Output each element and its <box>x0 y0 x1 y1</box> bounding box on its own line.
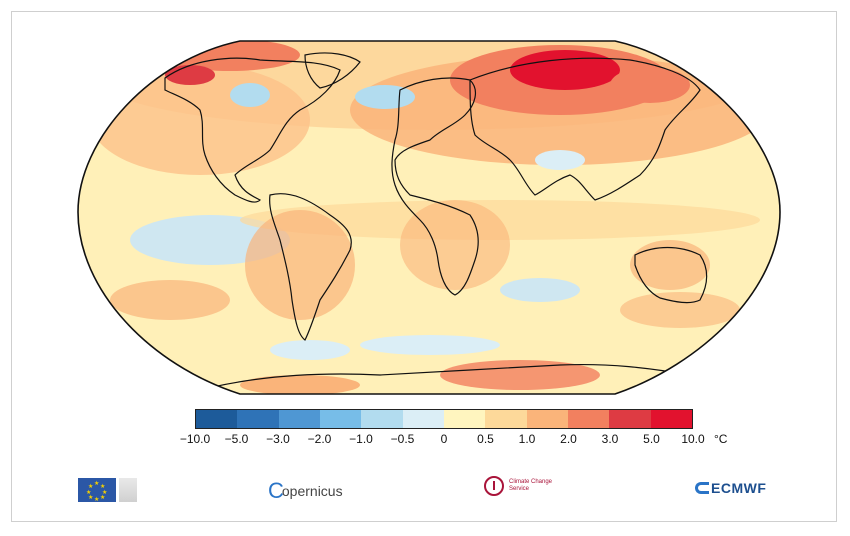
antarctica-coast <box>199 363 691 391</box>
colorbar <box>195 409 693 429</box>
colorbar-tick-label: 3.0 <box>601 432 619 446</box>
copernicus-mark: C <box>268 478 284 503</box>
colorbar-tick-label: 10.0 <box>681 432 705 446</box>
colorbar-tick-label: −10.0 <box>179 432 211 446</box>
colorbar-tick-label: 1.0 <box>518 432 536 446</box>
asia-coast <box>469 57 701 201</box>
colorbar-unit: °C <box>714 432 728 446</box>
south-america-coast <box>269 193 352 341</box>
colorbar-segment <box>319 410 362 428</box>
colorbar-tick-label: −3.0 <box>266 432 290 446</box>
europe-africa-coast <box>391 77 479 296</box>
colorbar-segment <box>361 410 403 428</box>
colorbar-segment <box>485 410 527 428</box>
colorbar-tick-label: 0 <box>440 432 448 446</box>
colorbar-tick-label: −1.0 <box>349 432 373 446</box>
colorbar-segment <box>278 410 320 428</box>
colorbar-tick-label: −2.0 <box>307 432 332 446</box>
ecmwf-wordmark: ECMWF <box>711 480 767 496</box>
north-america-coast <box>164 57 341 203</box>
ecmwf-logo: ECMWF <box>695 480 766 496</box>
colorbar-tick-label: −5.0 <box>224 432 249 446</box>
colorbar-segment <box>650 410 692 428</box>
eu-flag-icon: ★ ★ ★ ★ ★ ★ ★ ★ <box>78 478 116 503</box>
coastlines <box>164 52 708 391</box>
anomaly-field <box>78 41 780 394</box>
eu-sub-mark <box>119 478 137 502</box>
colorbar-segment <box>196 410 238 428</box>
map-outline <box>77 40 781 395</box>
colorbar-tick-label: −0.5 <box>390 432 415 446</box>
colorbar-segment <box>609 410 651 428</box>
colorbar-tick-label: 0.5 <box>477 432 494 446</box>
colorbar-segment <box>237 410 279 428</box>
colorbar-segment <box>443 410 486 428</box>
c3s-thermometer-icon <box>484 476 504 496</box>
colorbar-segment <box>526 410 568 428</box>
colorbar-segment <box>402 410 444 428</box>
australia-coast <box>634 246 708 304</box>
colorbar-segment <box>567 410 610 428</box>
ecmwf-mark-icon <box>695 482 709 494</box>
greenland-coast <box>304 52 361 89</box>
colorbar-tick-label: 5.0 <box>643 432 660 446</box>
eu-logo: ★ ★ ★ ★ ★ ★ ★ ★ <box>78 478 137 503</box>
copernicus-wordmark: opernicus <box>281 483 343 499</box>
colorbar-tick-label: 2.0 <box>560 432 577 446</box>
colorbar-ticks: −10.0 −5.0 −3.0 −2.0 −1.0 −0.5 0 0.5 1.0 2.0 3.0 5.… <box>0 432 850 448</box>
c3s-logo: Climate Change Service <box>484 476 557 496</box>
c3s-wordmark: Climate Change Service <box>509 479 553 492</box>
